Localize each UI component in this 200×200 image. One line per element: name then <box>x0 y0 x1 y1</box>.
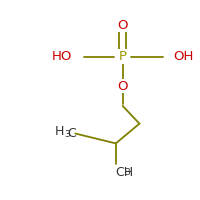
Text: OH: OH <box>173 50 193 63</box>
Text: HO: HO <box>52 50 72 63</box>
Text: CH: CH <box>115 166 133 179</box>
Text: 3: 3 <box>64 130 70 139</box>
Text: P: P <box>119 50 127 63</box>
Text: O: O <box>117 19 128 32</box>
Text: 3: 3 <box>124 168 130 177</box>
Text: H: H <box>55 125 64 138</box>
Text: C: C <box>67 127 76 140</box>
Text: O: O <box>117 80 128 93</box>
